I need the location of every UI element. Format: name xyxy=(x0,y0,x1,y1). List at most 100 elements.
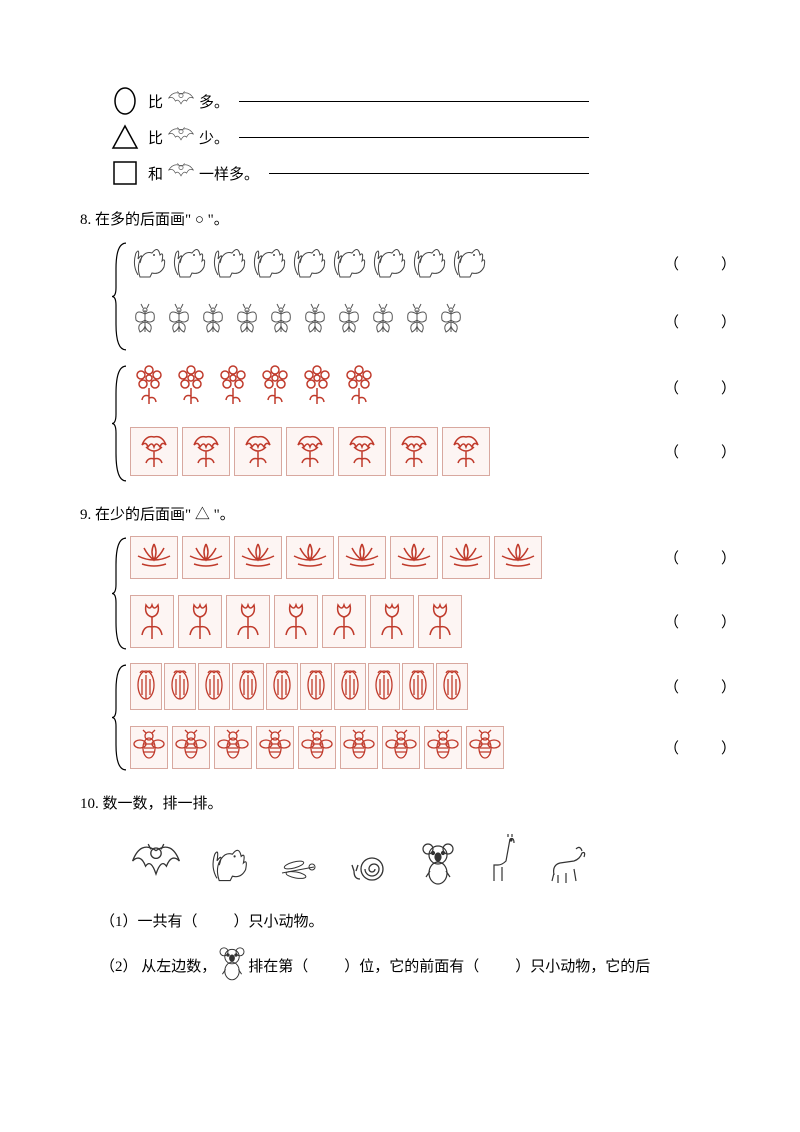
flower-simple-icon xyxy=(172,364,210,411)
answer-paren[interactable]: （ ） xyxy=(624,253,740,274)
cicada-icon xyxy=(232,663,264,710)
bee-icon xyxy=(382,726,420,769)
item-row: （ ） xyxy=(130,364,740,411)
bee-icon xyxy=(256,726,294,769)
answer-line[interactable] xyxy=(239,137,589,138)
butterfly-icon xyxy=(164,302,194,341)
dragonfly-icon xyxy=(274,853,322,890)
item-row: （ ） xyxy=(130,427,740,476)
item-row: （ ） xyxy=(130,726,740,769)
triangle-icon xyxy=(110,122,140,152)
tulip-icon xyxy=(130,595,174,648)
brace-icon xyxy=(110,241,130,352)
squirrel-icon xyxy=(330,241,366,286)
squirrel-icon xyxy=(290,241,326,286)
brace-icon xyxy=(110,663,130,772)
lotus-icon xyxy=(286,536,334,579)
bat-big-icon xyxy=(130,837,182,890)
bee-icon xyxy=(130,726,168,769)
oval-icon xyxy=(110,86,140,116)
q10-sub2: （2） 从左边数， 排在第（ ）位，它的前面有（ ）只小动物，它的后 xyxy=(100,945,740,986)
butterfly-icon xyxy=(300,302,330,341)
compare-group: （ ） （ ） xyxy=(110,241,740,352)
answer-paren[interactable]: （ ） xyxy=(624,441,740,462)
carnation-icon xyxy=(234,427,282,476)
cicada-icon xyxy=(300,663,332,710)
flower-simple-icon xyxy=(214,364,252,411)
item-row: （ ） xyxy=(130,595,740,648)
answer-paren[interactable]: （ ） xyxy=(624,611,740,632)
item-row: （ ） xyxy=(130,536,740,579)
q10-sub1: （1）一共有（）只小动物。 xyxy=(100,910,740,931)
compare-group: （ ） （ ） xyxy=(110,663,740,772)
bee-icon xyxy=(340,726,378,769)
koala-icon xyxy=(216,945,248,986)
carnation-icon xyxy=(390,427,438,476)
brace-icon xyxy=(110,536,130,651)
item-row: （ ） xyxy=(130,241,740,286)
tulip-icon xyxy=(178,595,222,648)
q10-animal-row xyxy=(130,833,740,890)
answer-paren[interactable]: （ ） xyxy=(624,377,740,398)
carnation-icon xyxy=(286,427,334,476)
bee-icon xyxy=(298,726,336,769)
lotus-icon xyxy=(130,536,178,579)
cicada-icon xyxy=(368,663,400,710)
cicada-icon xyxy=(266,663,298,710)
bee-icon xyxy=(424,726,462,769)
cicada-icon xyxy=(334,663,366,710)
compare-group: （ ） （ ） xyxy=(110,364,740,483)
butterfly-icon xyxy=(198,302,228,341)
bee-icon xyxy=(172,726,210,769)
cicada-icon xyxy=(130,663,162,710)
carnation-icon xyxy=(182,427,230,476)
carnation-icon xyxy=(338,427,386,476)
flower-simple-icon xyxy=(130,364,168,411)
tulip-icon xyxy=(274,595,318,648)
goat-icon xyxy=(546,843,590,890)
answer-paren[interactable]: （ ） xyxy=(624,737,740,758)
butterfly-icon xyxy=(130,302,160,341)
square-icon xyxy=(110,158,140,188)
tulip-icon xyxy=(418,595,462,648)
lotus-icon xyxy=(494,536,542,579)
lotus-icon xyxy=(338,536,386,579)
q7-row: 比 少。 xyxy=(110,122,740,152)
lotus-icon xyxy=(390,536,438,579)
squirrel-icon xyxy=(170,241,206,286)
cicada-icon xyxy=(164,663,196,710)
bee-icon xyxy=(214,726,252,769)
squirrel-icon xyxy=(208,841,248,890)
answer-paren[interactable]: （ ） xyxy=(624,311,740,332)
butterfly-icon xyxy=(436,302,466,341)
lotus-icon xyxy=(442,536,490,579)
squirrel-icon xyxy=(250,241,286,286)
brace-icon xyxy=(110,364,130,483)
snail-icon xyxy=(348,849,392,890)
answer-paren[interactable]: （ ） xyxy=(624,547,740,568)
giraffe-icon xyxy=(484,833,520,890)
answer-line[interactable] xyxy=(269,173,589,174)
answer-line[interactable] xyxy=(239,101,589,102)
flower-simple-icon xyxy=(298,364,336,411)
carnation-icon xyxy=(442,427,490,476)
answer-paren[interactable]: （ ） xyxy=(624,676,740,697)
koala-icon xyxy=(418,841,458,890)
cicada-icon xyxy=(436,663,468,710)
q8-title: 8. 在多的后面画" ○ "。 xyxy=(80,208,740,229)
squirrel-icon xyxy=(370,241,406,286)
squirrel-icon xyxy=(450,241,486,286)
squirrel-icon xyxy=(130,241,166,286)
q10-title: 10. 数一数，排一排。 xyxy=(80,792,740,813)
bat-icon xyxy=(167,159,195,188)
butterfly-icon xyxy=(402,302,432,341)
q9-title: 9. 在少的后面画" △ "。 xyxy=(80,503,740,524)
butterfly-icon xyxy=(368,302,398,341)
butterfly-icon xyxy=(334,302,364,341)
lotus-icon xyxy=(234,536,282,579)
flower-simple-icon xyxy=(340,364,378,411)
q7-row: 和 一样多。 xyxy=(110,158,740,188)
carnation-icon xyxy=(130,427,178,476)
flower-simple-icon xyxy=(256,364,294,411)
butterfly-icon xyxy=(266,302,296,341)
